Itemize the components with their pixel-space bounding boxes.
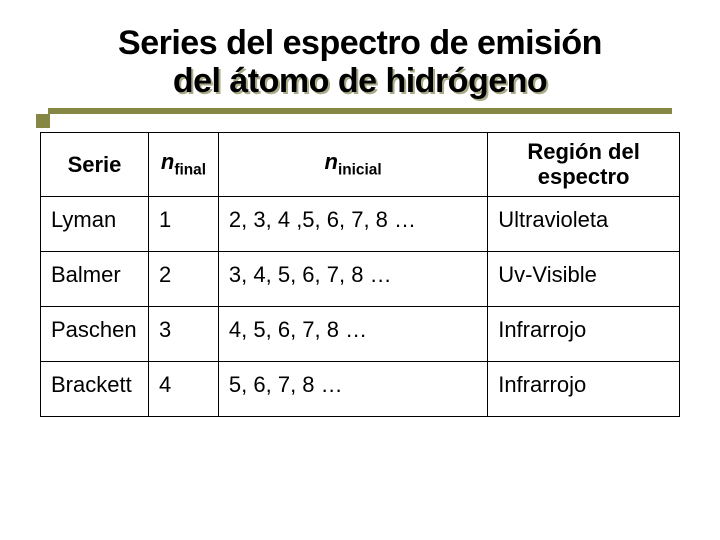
table-row: Brackett 4 5, 6, 7, 8 … Infrarrojo — [41, 361, 680, 416]
cell-nfinal: 3 — [148, 306, 218, 361]
title-line-2: del átomo de hidrógeno — [48, 62, 672, 100]
cell-ninicial: 3, 4, 5, 6, 7, 8 … — [218, 251, 487, 306]
nfinal-n: n — [161, 149, 174, 174]
cell-ninicial: 4, 5, 6, 7, 8 … — [218, 306, 487, 361]
cell-serie: Lyman — [41, 196, 149, 251]
region-l2: espectro — [538, 164, 630, 189]
col-serie: Serie — [41, 133, 149, 197]
cell-region: Infrarrojo — [488, 361, 680, 416]
title-line-1: Series del espectro de emisión — [48, 24, 672, 62]
slide: Series del espectro de emisión del átomo… — [0, 0, 720, 540]
cell-serie: Paschen — [41, 306, 149, 361]
table-row: Lyman 1 2, 3, 4 ,5, 6, 7, 8 … Ultraviole… — [41, 196, 680, 251]
nfinal-sub: final — [174, 162, 206, 179]
table-row: Balmer 2 3, 4, 5, 6, 7, 8 … Uv-Visible — [41, 251, 680, 306]
cell-nfinal: 4 — [148, 361, 218, 416]
bullet-icon — [36, 114, 50, 128]
cell-serie: Balmer — [41, 251, 149, 306]
cell-nfinal: 2 — [148, 251, 218, 306]
ninicial-sub: inicial — [338, 162, 382, 179]
cell-nfinal: 1 — [148, 196, 218, 251]
col-nfinal: nfinal — [148, 133, 218, 197]
cell-ninicial: 2, 3, 4 ,5, 6, 7, 8 … — [218, 196, 487, 251]
cell-serie: Brackett — [41, 361, 149, 416]
cell-region: Infrarrojo — [488, 306, 680, 361]
ninicial-n: n — [325, 149, 338, 174]
table-row: Paschen 3 4, 5, 6, 7, 8 … Infrarrojo — [41, 306, 680, 361]
col-ninicial: ninicial — [218, 133, 487, 197]
col-region: Región del espectro — [488, 133, 680, 197]
cell-region: Uv-Visible — [488, 251, 680, 306]
region-l1: Región del — [527, 139, 639, 164]
slide-title: Series del espectro de emisión del átomo… — [48, 24, 672, 114]
series-table: Serie nfinal ninicial Región del espectr… — [40, 132, 680, 417]
table-header-row: Serie nfinal ninicial Región del espectr… — [41, 133, 680, 197]
cell-ninicial: 5, 6, 7, 8 … — [218, 361, 487, 416]
cell-region: Ultravioleta — [488, 196, 680, 251]
